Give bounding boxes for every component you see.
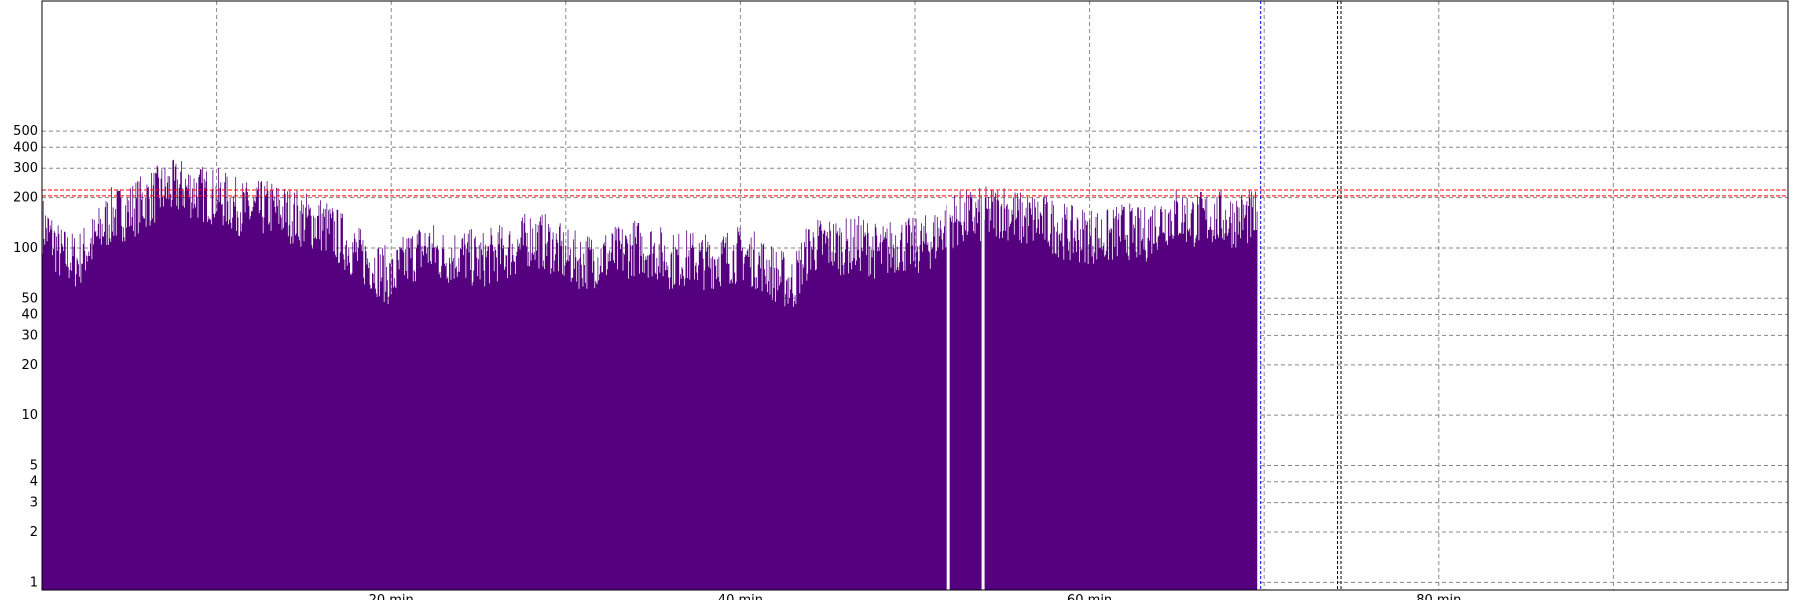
plot-frame xyxy=(41,0,1789,591)
overlay-lines xyxy=(42,1,1788,590)
x-tick-label: 20 min xyxy=(369,593,414,600)
y-tick-label: 2 xyxy=(30,525,38,540)
data-gap xyxy=(981,1,985,590)
x-tick-label: 80 min xyxy=(1416,593,1461,600)
y-tick-label: 50 xyxy=(21,291,38,306)
y-tick-label: 100 xyxy=(13,241,38,256)
x-axis-ticks: 20 min 40 min 60 min 80 min xyxy=(369,593,1462,600)
y-tick-label: 20 xyxy=(21,358,38,373)
y-tick-label: 3 xyxy=(30,496,38,511)
y-tick-label: 500 xyxy=(13,124,38,139)
data-gap xyxy=(946,1,950,590)
y-tick-label: 5 xyxy=(30,458,38,473)
y-tick-label: 1 xyxy=(30,575,38,590)
y-tick-label: 30 xyxy=(21,328,38,343)
plot-area xyxy=(42,1,1258,590)
y-tick-label: 10 xyxy=(21,408,38,423)
y-tick-label: 4 xyxy=(30,475,38,490)
y-tick-label: 40 xyxy=(21,307,38,322)
x-tick-label: 40 min xyxy=(718,593,763,600)
series-area xyxy=(42,159,1258,590)
y-tick-label: 300 xyxy=(13,161,38,176)
y-tick-label: 400 xyxy=(13,140,38,155)
x-tick-label: 60 min xyxy=(1067,593,1112,600)
y-tick-label: 200 xyxy=(13,191,38,206)
